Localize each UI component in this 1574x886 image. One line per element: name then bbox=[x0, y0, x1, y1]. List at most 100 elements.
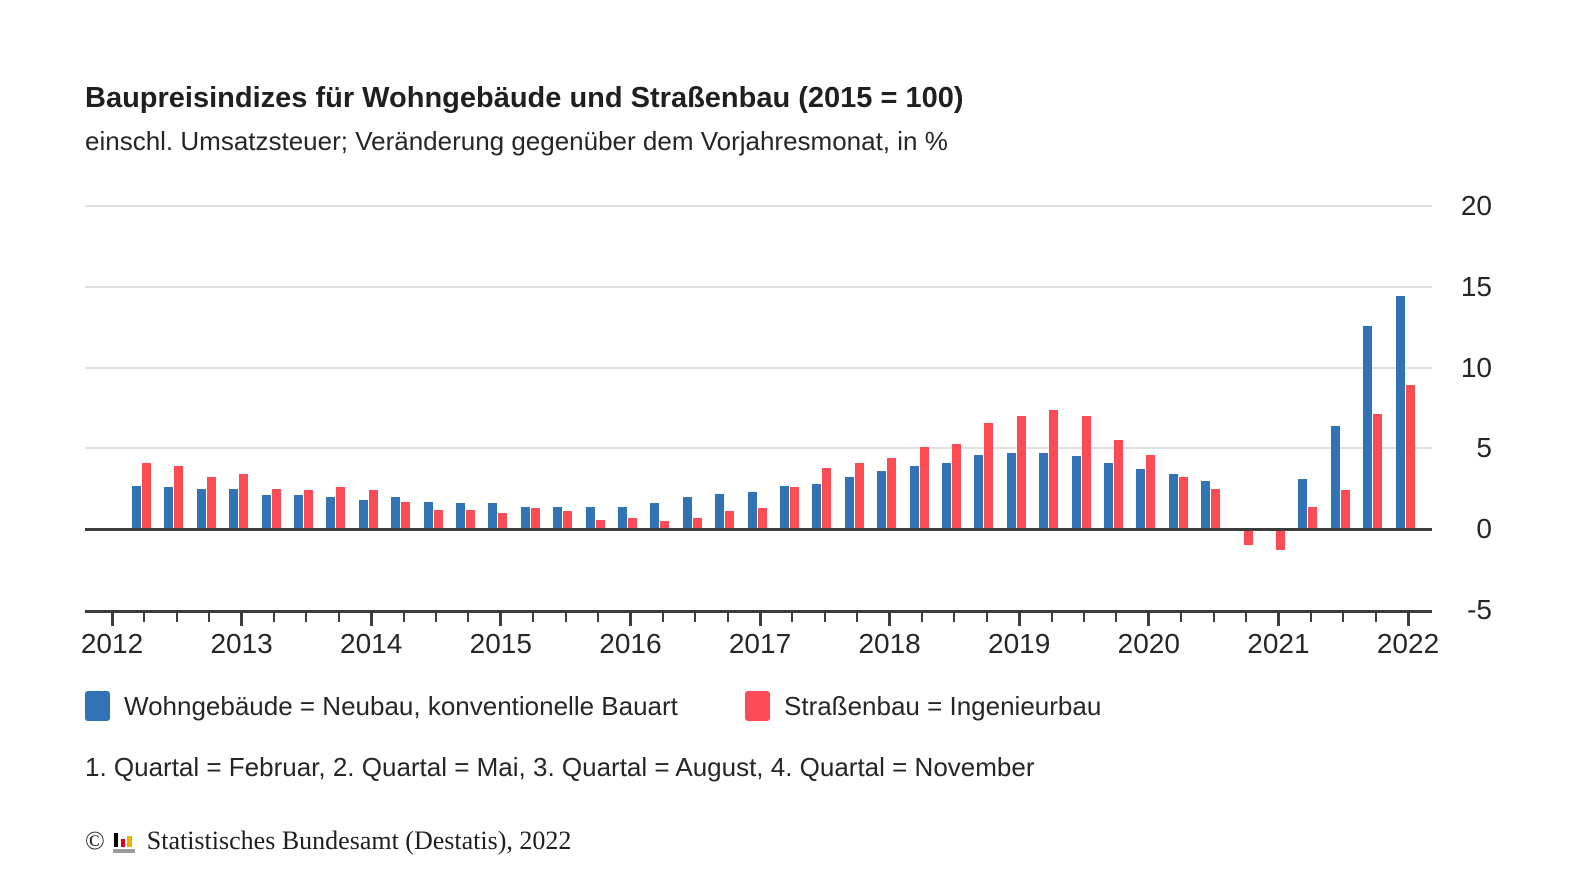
x-year-label-2016: 2016 bbox=[599, 628, 662, 659]
x-tick-minor bbox=[143, 613, 146, 622]
bar-strassenbau-2019-Q1 bbox=[1049, 409, 1059, 530]
bar-strassenbau-2013-Q1 bbox=[271, 488, 281, 530]
x-tick-minor bbox=[305, 613, 308, 622]
x-tick-minor bbox=[597, 613, 599, 622]
bar-strassenbau-2018-Q3 bbox=[984, 422, 994, 530]
legend-swatch-strassenbau bbox=[745, 691, 770, 721]
bar-wohngebaeude-2015-Q1 bbox=[520, 506, 530, 530]
gridline-20 bbox=[85, 205, 1432, 207]
bar-strassenbau-2020-Q4 bbox=[1276, 529, 1285, 551]
bar-strassenbau-2018-Q2 bbox=[952, 443, 961, 530]
bar-wohngebaeude-2021-Q1 bbox=[1298, 479, 1308, 530]
bar-wohngebaeude-2017-Q1 bbox=[780, 485, 789, 530]
chart-subtitle: einschl. Umsatzsteuer; Veränderung gegen… bbox=[85, 126, 948, 156]
bar-wohngebaeude-2012-Q1 bbox=[132, 485, 141, 530]
bar-strassenbau-2014-Q3 bbox=[466, 509, 475, 530]
y-tick-label--5: -5 bbox=[1467, 594, 1492, 625]
x-tick-minor bbox=[1309, 613, 1312, 622]
bar-wohngebaeude-2020-Q1 bbox=[1168, 474, 1178, 530]
bar-wohngebaeude-2015-Q4 bbox=[618, 506, 627, 530]
bar-strassenbau-2012-Q1 bbox=[142, 462, 151, 530]
bar-strassenbau-2016-Q4 bbox=[757, 508, 767, 530]
x-year-label-2020: 2020 bbox=[1117, 628, 1180, 659]
bar-strassenbau-2017-Q2 bbox=[822, 467, 832, 530]
bar-wohngebaeude-2012-Q2 bbox=[164, 487, 174, 530]
bar-strassenbau-2015-Q2 bbox=[563, 511, 573, 530]
bar-strassenbau-2013-Q3 bbox=[336, 487, 346, 530]
bar-strassenbau-2019-Q2 bbox=[1081, 416, 1091, 530]
copyright-symbol: © bbox=[85, 826, 105, 855]
x-tick-major bbox=[1147, 613, 1151, 626]
bar-wohngebaeude-2018-Q4 bbox=[1006, 453, 1016, 530]
bar-wohngebaeude-2018-Q2 bbox=[942, 462, 951, 530]
bar-wohngebaeude-2015-Q2 bbox=[553, 506, 563, 530]
x-tick-minor bbox=[1374, 613, 1377, 622]
bar-wohngebaeude-2017-Q2 bbox=[812, 483, 822, 530]
x-tick-major bbox=[628, 613, 632, 626]
bar-strassenbau-2012-Q4 bbox=[239, 474, 249, 530]
bar-strassenbau-2013-Q4 bbox=[368, 490, 378, 530]
bar-strassenbau-2019-Q4 bbox=[1146, 454, 1156, 530]
x-tick-major bbox=[110, 613, 114, 626]
bar-wohngebaeude-2014-Q2 bbox=[423, 501, 433, 530]
bar-strassenbau-2021-Q1 bbox=[1308, 506, 1318, 530]
bar-strassenbau-2019-Q3 bbox=[1114, 440, 1123, 530]
x-year-label-2018: 2018 bbox=[858, 628, 921, 659]
x-tick-minor bbox=[856, 613, 859, 622]
bar-strassenbau-2014-Q1 bbox=[401, 501, 411, 530]
bar-strassenbau-2014-Q4 bbox=[498, 513, 508, 530]
x-year-label-2012: 2012 bbox=[80, 628, 144, 659]
bar-wohngebaeude-2021-Q2 bbox=[1330, 425, 1340, 530]
bar-wohngebaeude-2012-Q3 bbox=[196, 488, 206, 530]
bar-strassenbau-2021-Q4 bbox=[1405, 385, 1415, 530]
x-tick-minor bbox=[1083, 613, 1085, 622]
bar-strassenbau-2018-Q4 bbox=[1016, 416, 1026, 530]
bar-strassenbau-2016-Q2 bbox=[692, 517, 702, 530]
bar-wohngebaeude-2018-Q3 bbox=[974, 454, 984, 530]
bar-wohngebaeude-2013-Q3 bbox=[326, 496, 336, 530]
x-tick-minor bbox=[273, 613, 275, 622]
x-tick-minor bbox=[1342, 613, 1345, 622]
bar-wohngebaeude-2020-Q2 bbox=[1201, 480, 1211, 530]
bar-wohngebaeude-2016-Q2 bbox=[682, 496, 692, 530]
x-year-label-2014: 2014 bbox=[340, 628, 403, 659]
y-tick-label-5: 5 bbox=[1476, 432, 1492, 464]
bar-wohngebaeude-2019-Q4 bbox=[1136, 469, 1146, 530]
x-tick-minor bbox=[661, 613, 664, 622]
x-axis-line bbox=[85, 610, 1432, 613]
x-tick-minor bbox=[823, 613, 826, 622]
x-tick-minor bbox=[1115, 613, 1118, 622]
bar-wohngebaeude-2018-Q1 bbox=[909, 466, 919, 530]
x-tick-minor bbox=[1245, 613, 1247, 622]
x-year-label-2015: 2015 bbox=[469, 628, 532, 659]
source-text: Statistisches Bundesamt (Destatis), 2022 bbox=[146, 826, 572, 855]
bar-strassenbau-2021-Q2 bbox=[1340, 490, 1350, 530]
bar-wohngebaeude-2014-Q4 bbox=[488, 503, 498, 530]
x-tick-minor bbox=[175, 613, 178, 622]
x-tick-major bbox=[1017, 613, 1021, 626]
x-tick-minor bbox=[726, 613, 729, 622]
x-year-label-2019: 2019 bbox=[988, 628, 1051, 659]
bar-wohngebaeude-2012-Q4 bbox=[229, 488, 239, 530]
gridline-10 bbox=[85, 366, 1432, 369]
bar-strassenbau-2016-Q3 bbox=[725, 511, 735, 530]
logo-baseline bbox=[112, 848, 135, 853]
bar-wohngebaeude-2015-Q3 bbox=[585, 506, 595, 530]
x-year-label-2021: 2021 bbox=[1247, 628, 1310, 659]
x-tick-minor bbox=[337, 613, 340, 622]
x-tick-minor bbox=[791, 613, 794, 622]
x-tick-major bbox=[240, 613, 244, 626]
bar-strassenbau-2017-Q4 bbox=[887, 458, 897, 530]
x-tick-minor bbox=[1180, 613, 1183, 622]
x-tick-minor bbox=[985, 613, 988, 622]
x-tick-minor bbox=[1212, 613, 1215, 622]
gridline-5 bbox=[85, 447, 1432, 450]
bar-strassenbau-2012-Q3 bbox=[206, 477, 216, 530]
bar-wohngebaeude-2021-Q4 bbox=[1395, 296, 1405, 530]
bar-wohngebaeude-2017-Q4 bbox=[877, 471, 887, 530]
x-tick-major bbox=[758, 613, 762, 626]
x-tick-major bbox=[888, 613, 892, 626]
bar-strassenbau-2015-Q1 bbox=[530, 508, 540, 530]
bar-strassenbau-2012-Q2 bbox=[174, 466, 184, 530]
